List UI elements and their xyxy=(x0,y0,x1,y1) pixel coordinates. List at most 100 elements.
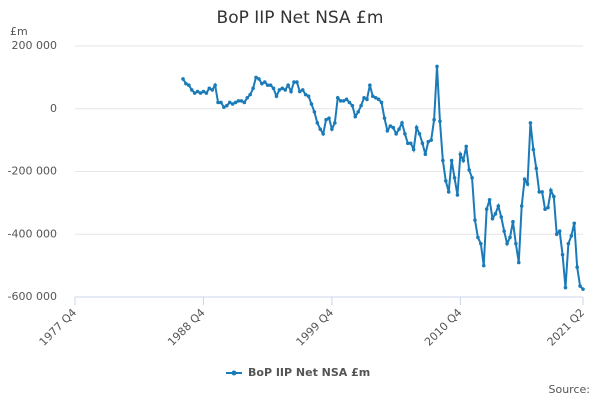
point xyxy=(534,166,539,171)
point xyxy=(257,77,261,81)
point xyxy=(540,190,544,194)
y-tick-label: -200 000 xyxy=(8,165,57,178)
point xyxy=(242,100,247,105)
point xyxy=(359,103,363,108)
point xyxy=(519,204,524,208)
point xyxy=(286,83,290,88)
point xyxy=(549,188,553,193)
point xyxy=(411,147,416,152)
point xyxy=(187,83,191,88)
point xyxy=(397,127,401,131)
point xyxy=(458,152,463,157)
point xyxy=(481,263,486,268)
point xyxy=(531,147,536,152)
x-tick-label: 1999 Q4 xyxy=(294,306,337,349)
point xyxy=(283,88,288,92)
point xyxy=(204,91,209,95)
point xyxy=(516,260,521,265)
y-tick-label: -600 000 xyxy=(8,290,57,303)
point xyxy=(385,128,390,133)
point xyxy=(292,80,296,84)
point xyxy=(222,105,226,109)
chart-title: BoP IIP Net NSA £m xyxy=(217,8,384,28)
point xyxy=(435,64,439,69)
point xyxy=(230,102,235,106)
point xyxy=(298,89,302,94)
point xyxy=(347,100,352,105)
point xyxy=(578,284,582,288)
legend-label: BoP IIP Net NSA £m xyxy=(248,366,370,379)
point xyxy=(505,241,509,246)
point xyxy=(365,97,369,102)
point xyxy=(452,175,457,180)
point xyxy=(265,83,270,88)
point xyxy=(195,89,200,94)
point xyxy=(499,215,504,219)
y-tick-label: 0 xyxy=(50,102,57,115)
x-tick-label: 2010 Q4 xyxy=(422,306,465,349)
point xyxy=(575,265,579,269)
point xyxy=(321,132,325,136)
point xyxy=(408,141,413,146)
point xyxy=(251,86,255,91)
point xyxy=(335,95,340,100)
point xyxy=(277,88,282,92)
point xyxy=(280,86,285,91)
point xyxy=(388,124,393,128)
point xyxy=(446,190,451,194)
point xyxy=(362,95,366,100)
point xyxy=(289,89,293,94)
series-line xyxy=(182,66,584,290)
point xyxy=(423,152,428,157)
point xyxy=(569,234,574,238)
point xyxy=(382,116,387,120)
point xyxy=(303,92,308,97)
x-tick-label: 1988 Q4 xyxy=(165,306,208,349)
point xyxy=(236,99,241,103)
point xyxy=(543,207,547,211)
point xyxy=(233,100,238,105)
point xyxy=(566,241,571,246)
point xyxy=(443,179,448,183)
point xyxy=(514,241,518,246)
point xyxy=(274,94,279,98)
point xyxy=(581,287,585,291)
point xyxy=(324,117,328,122)
y-tick-label: -400 000 xyxy=(8,227,57,240)
point xyxy=(467,168,471,172)
point xyxy=(219,100,223,105)
point xyxy=(260,81,264,86)
point xyxy=(344,97,349,102)
point xyxy=(341,99,346,103)
point xyxy=(528,121,533,125)
point xyxy=(560,252,565,257)
point xyxy=(370,94,375,98)
point xyxy=(546,205,550,210)
point xyxy=(557,229,562,233)
point xyxy=(309,102,314,106)
source: Source: xyxy=(549,383,591,396)
point xyxy=(461,158,466,163)
point xyxy=(490,216,495,221)
point xyxy=(496,204,501,208)
point xyxy=(403,132,407,136)
point xyxy=(525,182,530,186)
point xyxy=(368,83,372,88)
point xyxy=(239,99,244,103)
point xyxy=(449,158,454,163)
point xyxy=(210,88,215,92)
point xyxy=(537,190,542,194)
point xyxy=(414,125,419,130)
point xyxy=(391,125,396,130)
point xyxy=(432,117,436,122)
point xyxy=(502,229,506,233)
point xyxy=(216,100,220,105)
point xyxy=(373,95,378,100)
point xyxy=(201,89,206,94)
point xyxy=(333,121,337,125)
point xyxy=(338,99,343,103)
x-tick-label: 2021 Q2 xyxy=(545,306,588,349)
y-unit: £m xyxy=(10,25,28,38)
point xyxy=(473,218,477,222)
